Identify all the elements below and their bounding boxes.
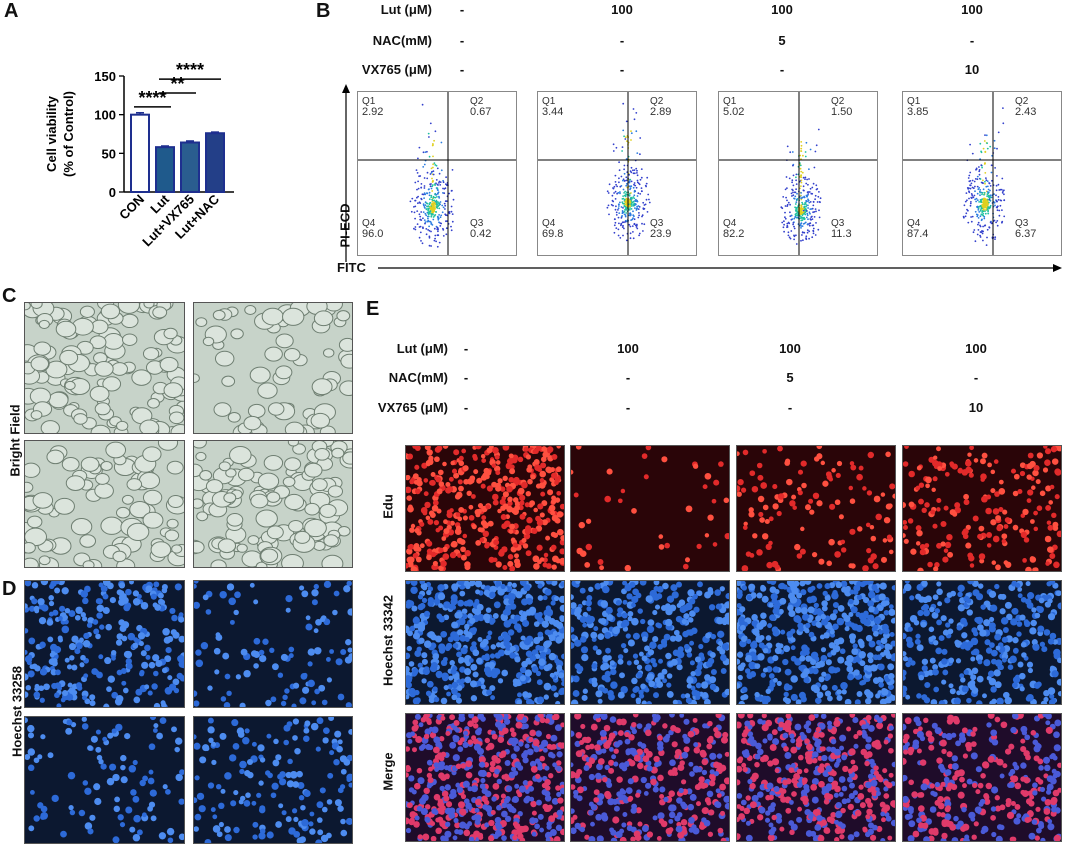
bright-field-image: [24, 302, 185, 434]
panel-label-b: B: [316, 0, 331, 22]
merge-row-label: Merge: [380, 752, 396, 791]
condition-value: 100: [961, 2, 983, 17]
hoechst-33258-image: [193, 716, 353, 844]
y-axis-label: (% of Control): [61, 91, 76, 177]
condition-value: -: [625, 370, 631, 385]
x-tick-label: CON: [116, 192, 147, 223]
condition-value: 100: [779, 341, 801, 356]
quadrant-label: Q3 23.9: [650, 218, 672, 240]
condition-label: Lut (μM): [380, 2, 432, 17]
flow-plot: Q1 3.44 Q2 2.89 Q4 69.8 Q3 23.9: [537, 91, 697, 256]
quadrant-label: Q1 2.92: [362, 96, 384, 118]
condition-value: -: [973, 370, 979, 385]
condition-value: -: [459, 2, 465, 17]
quadrant-label: Q1 3.85: [907, 96, 929, 118]
condition-value: -: [463, 370, 469, 385]
condition-value: 5: [786, 370, 794, 385]
edu-image: [736, 445, 896, 572]
bright-field-image: [24, 440, 185, 568]
hoechst-33342-image: [736, 580, 896, 705]
hoechst-33258-image: [193, 580, 353, 708]
quadrant-label: Q1 3.44: [542, 96, 564, 118]
merge-image: [570, 713, 730, 842]
condition-label: NAC(mM): [388, 370, 448, 385]
quadrant-label: Q2 2.43: [1015, 96, 1037, 118]
quadrant-label: Q3 0.42: [470, 218, 492, 240]
quadrant-label: Q3 6.37: [1015, 218, 1037, 240]
bright-field-row-label: Bright Field: [7, 404, 23, 477]
bright-field-image: [193, 440, 353, 568]
condition-value: -: [463, 341, 469, 356]
panel-label-d: D: [2, 578, 17, 600]
flow-x-axis-arrow: [378, 264, 1062, 272]
quadrant-label: Q4 96.0: [362, 218, 384, 240]
condition-value: -: [787, 400, 793, 415]
hoechst-33342-row-label: Hoechst 33342: [380, 594, 396, 687]
condition-value: -: [969, 33, 975, 48]
panel-label-e: E: [366, 298, 380, 320]
panel-label-c: C: [2, 285, 17, 307]
quadrant-label: Q4 69.8: [542, 218, 564, 240]
condition-label: Lut (μM): [396, 341, 448, 356]
quadrant-label: Q2 1.50: [831, 96, 853, 118]
quadrant-label: Q2 0.67: [470, 96, 492, 118]
edu-image: [902, 445, 1062, 572]
bright-field-image: [193, 302, 353, 434]
quadrant-label: Q2 2.89: [650, 96, 672, 118]
hoechst-33342-image: [405, 580, 565, 705]
bar: [130, 113, 150, 193]
bar: [205, 132, 225, 194]
significance-label: ****: [176, 60, 204, 80]
condition-value: 10: [964, 62, 980, 77]
quadrant-label: Q3 11.3: [831, 218, 852, 240]
hoechst-33342-image: [570, 580, 730, 705]
condition-value: 10: [968, 400, 984, 415]
quadrant-label: Q4 82.2: [723, 218, 745, 240]
hoechst-33258-image: [24, 716, 185, 844]
condition-label: VX765 (μM): [361, 62, 432, 77]
condition-value: -: [619, 33, 625, 48]
hoechst-33258-row-label: Hoechst 33258: [9, 665, 25, 758]
edu-row-label: Edu: [380, 494, 396, 519]
condition-label: NAC(mM): [372, 33, 432, 48]
condition-value: 5: [778, 33, 786, 48]
condition-value: -: [459, 33, 465, 48]
flow-x-axis-label: FITC: [337, 260, 366, 275]
quadrant-label: Q4 87.4: [907, 218, 929, 240]
flow-plot: Q1 5.02 Q2 1.50 Q4 82.2 Q3 11.3: [718, 91, 878, 256]
y-tick-label: 50: [102, 146, 116, 161]
condition-value: 100: [617, 341, 639, 356]
condition-value: -: [779, 62, 785, 77]
y-tick-label: 0: [109, 185, 116, 200]
quadrant-label: Q1 5.02: [723, 96, 745, 118]
condition-value: -: [459, 62, 465, 77]
condition-value: 100: [611, 2, 633, 17]
edu-image: [405, 445, 565, 572]
condition-value: 100: [965, 341, 987, 356]
condition-value: -: [619, 62, 625, 77]
y-axis-label: Cell viability: [44, 95, 59, 172]
cell-viability-chart: 0 50 100 150 Cell viability (% of Control) CON…: [44, 60, 234, 249]
condition-value: -: [463, 400, 469, 415]
merge-image: [902, 713, 1062, 842]
bar: [180, 141, 200, 193]
condition-value: -: [625, 400, 631, 415]
panel-label-a: A: [4, 0, 19, 22]
condition-label: VX765 (μM): [377, 400, 448, 415]
y-tick-label: 100: [94, 108, 116, 123]
condition-value: 100: [771, 2, 793, 17]
bar: [155, 146, 175, 193]
hoechst-33342-image: [902, 580, 1062, 705]
significance-label: ****: [138, 88, 166, 108]
merge-image: [405, 713, 565, 842]
flow-y-axis-arrow: [342, 84, 350, 262]
flow-plot: Q1 3.85 Q2 2.43 Q4 87.4 Q3 6.37: [902, 91, 1062, 256]
y-tick-label: 150: [94, 69, 116, 84]
flow-plot: Q1 2.92 Q2 0.67 Q4 96.0 Q3 0.42: [357, 91, 517, 256]
merge-image: [736, 713, 896, 842]
hoechst-33258-image: [24, 580, 185, 708]
edu-image: [570, 445, 730, 572]
